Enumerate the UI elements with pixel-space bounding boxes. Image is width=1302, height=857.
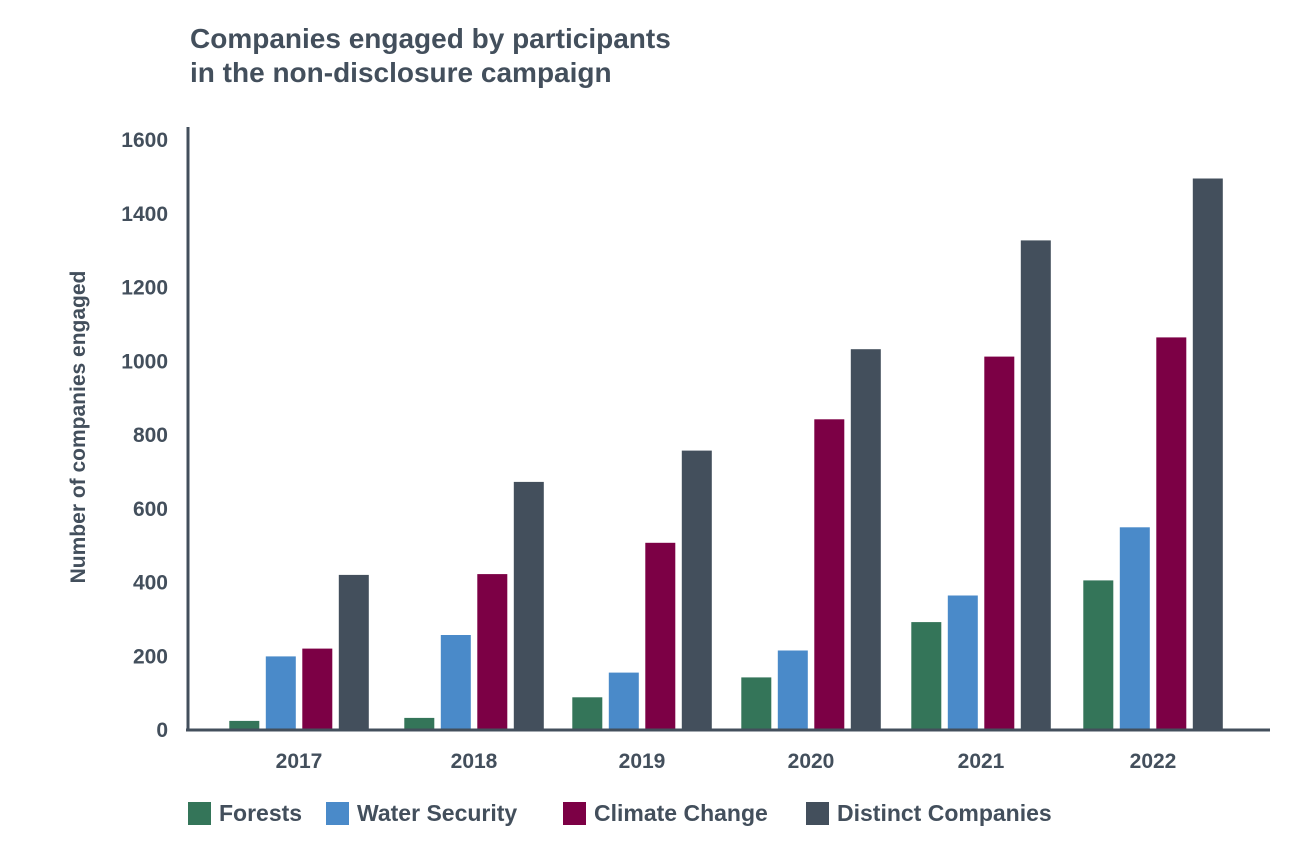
bar-forests-2021 [911, 622, 942, 729]
bar-climate-change-2018 [477, 574, 508, 729]
legend-swatch [806, 802, 829, 825]
bar-group-2017 [229, 574, 369, 729]
bar-water-security-2020 [777, 650, 808, 729]
legend-item: Forests [188, 800, 302, 826]
bar-distinct-companies-2022 [1192, 178, 1223, 729]
bar-climate-change-2019 [645, 542, 676, 729]
legend-item: Distinct Companies [806, 800, 1052, 826]
x-tick-label: 2022 [1130, 750, 1177, 773]
bar-water-security-2017 [265, 656, 296, 729]
bar-group-2020 [741, 349, 881, 730]
bar-climate-change-2021 [984, 356, 1015, 729]
y-tick-label: 200 [133, 645, 168, 668]
x-axis-ticks: 2017 2018 2019 2020 2021 2022 [276, 750, 1177, 773]
y-axis-ticks: 0 200 400 600 800 1000 1200 1400 1600 [121, 129, 168, 742]
bar-distinct-companies-2017 [338, 574, 369, 729]
x-tick-label: 2021 [958, 750, 1005, 773]
bar-climate-change-2022 [1156, 337, 1187, 729]
bar-climate-change-2017 [302, 648, 333, 729]
bar-group-2019 [572, 450, 712, 729]
y-tick-label: 1200 [121, 277, 168, 300]
y-axis-label: Number of companies engaged [67, 271, 90, 584]
y-tick-label: 600 [133, 498, 168, 521]
bar-distinct-companies-2018 [513, 481, 544, 729]
x-tick-label: 2020 [788, 750, 835, 773]
bar-group-2021 [911, 240, 1051, 729]
bar-forests-2020 [741, 677, 772, 729]
chart-title-line-2: in the non-disclosure campaign [190, 57, 612, 88]
bar-distinct-companies-2021 [1020, 240, 1051, 729]
y-tick-label: 800 [133, 424, 168, 447]
bars [229, 178, 1223, 730]
chart-title: Companies engaged by participants in the… [190, 23, 671, 88]
chart-title-line-1: Companies engaged by participants [190, 23, 671, 54]
bar-group-2022 [1083, 178, 1223, 729]
legend-item: Climate Change [563, 800, 768, 826]
bar-water-security-2022 [1119, 527, 1150, 729]
bar-distinct-companies-2020 [850, 349, 881, 729]
y-tick-label: 400 [133, 572, 168, 595]
x-tick-label: 2018 [451, 750, 498, 773]
legend-swatch [188, 802, 211, 825]
legend-label: Distinct Companies [837, 800, 1052, 826]
bar-water-security-2021 [947, 595, 978, 729]
legend-item: Water Security [326, 800, 517, 826]
bar-forests-2019 [572, 697, 603, 729]
bar-water-security-2019 [608, 672, 639, 729]
y-tick-label: 1000 [121, 350, 168, 373]
bar-distinct-companies-2019 [681, 450, 712, 729]
x-tick-label: 2017 [276, 750, 323, 773]
bar-forests-2022 [1083, 580, 1114, 729]
bar-climate-change-2020 [814, 419, 845, 730]
legend-label: Water Security [357, 800, 517, 826]
y-tick-label: 1600 [121, 129, 168, 152]
bar-forests-2017 [229, 720, 260, 729]
bar-water-security-2018 [440, 635, 471, 729]
bar-group-2018 [404, 481, 544, 729]
bar-forests-2018 [404, 717, 435, 729]
x-tick-label: 2019 [619, 750, 666, 773]
legend-swatch [563, 802, 586, 825]
legend: Forests Water Security Climate Change Disti… [188, 800, 1052, 826]
y-tick-label: 0 [156, 719, 168, 742]
y-tick-label: 1400 [121, 203, 168, 226]
legend-swatch [326, 802, 349, 825]
legend-label: Forests [219, 800, 302, 826]
legend-label: Climate Change [594, 800, 768, 826]
